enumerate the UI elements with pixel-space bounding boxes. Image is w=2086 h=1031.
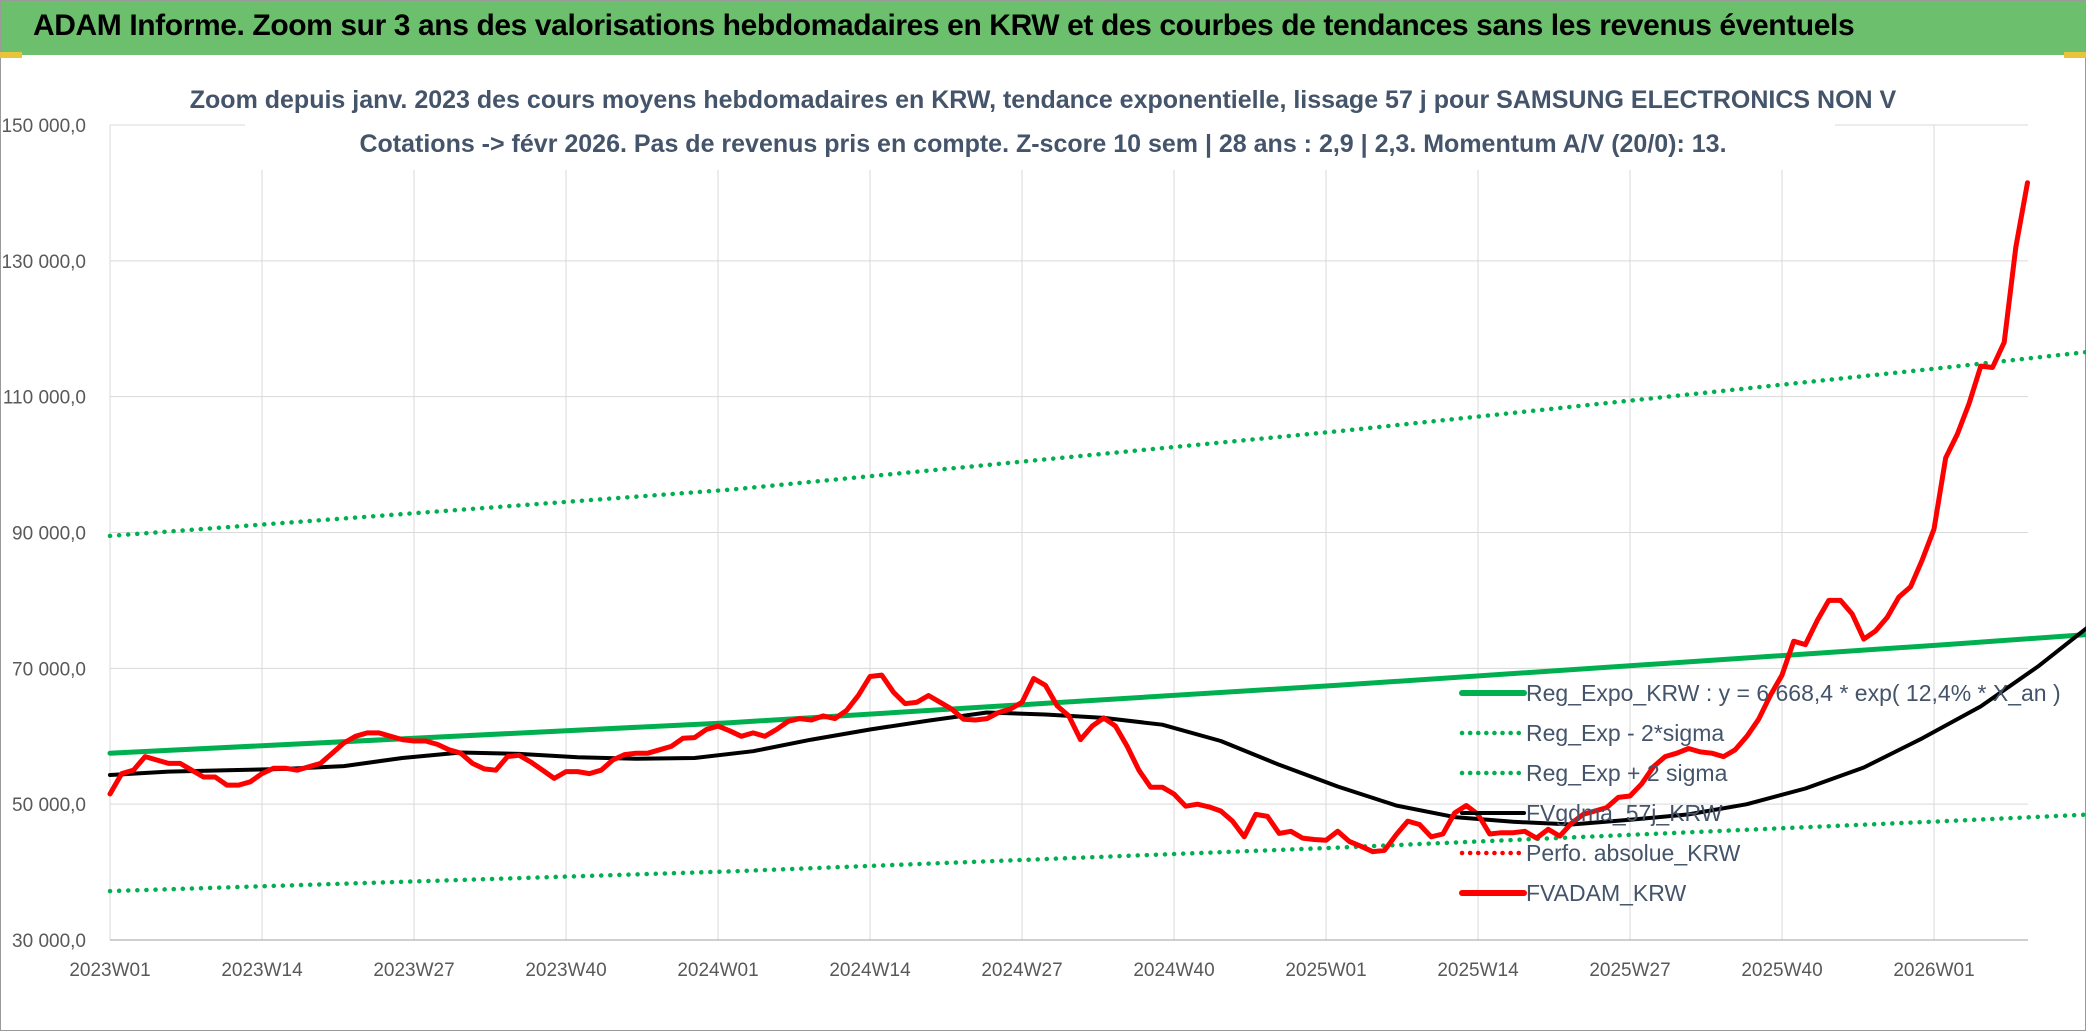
- chart-title: Zoom depuis janv. 2023 des cours moyens …: [190, 86, 1897, 114]
- x-tick-label: 2023W40: [525, 960, 606, 981]
- series-line-5: [107, 180, 2030, 855]
- y-tick-label: 70 000,0: [12, 659, 86, 680]
- series-line-1: [107, 812, 2086, 894]
- series-layer: [107, 180, 2086, 894]
- x-tick-label: 2025W01: [1285, 960, 1366, 981]
- axes: 30 000,0 50 000,0 70 000,0 90 000,0 110 000,…: [1, 116, 2028, 981]
- legend-label: Reg_Exp - 2*sigma: [1526, 720, 1724, 746]
- chart-titles: Zoom depuis janv. 2023 des cours moyens …: [190, 82, 1897, 170]
- x-tick-label: 2026W01: [1893, 960, 1974, 981]
- x-tick-label: 2025W14: [1437, 960, 1519, 981]
- report-title: ADAM Informe. Zoom sur 3 ans des valoris…: [33, 9, 1855, 42]
- x-tick-label: 2024W14: [829, 960, 911, 981]
- x-tick-label: 2023W27: [373, 960, 454, 981]
- x-tick-label: 2024W27: [981, 960, 1062, 981]
- header-banner: ADAM Informe. Zoom sur 3 ans des valoris…: [1, 1, 2085, 55]
- x-tick-label: 2023W14: [221, 960, 303, 981]
- subtitle-backdrop: [245, 82, 1835, 170]
- y-tick-label: 50 000,0: [12, 795, 86, 816]
- y-tick-label: 130 000,0: [1, 252, 86, 273]
- legend-label: Reg_Exp + 2 sigma: [1526, 760, 1728, 786]
- legend-label: FVADAM_KRW: [1526, 880, 1686, 906]
- chart-subtitle: Cotations -> févr 2026. Pas de revenus p…: [359, 130, 1726, 158]
- x-tick-label: 2025W27: [1589, 960, 1670, 981]
- x-tick-label: 2025W40: [1741, 960, 1822, 981]
- series-line-0: [107, 632, 2086, 756]
- series-line-2: [107, 349, 2086, 539]
- y-tick-label: 90 000,0: [12, 524, 86, 545]
- y-tick-label: 150 000,0: [1, 116, 86, 137]
- legend-label: FVgdma_57j_KRW: [1526, 800, 1723, 826]
- legend-label: Reg_Expo_KRW : y = 6 668,4 * exp( 12,4% …: [1526, 680, 2061, 706]
- x-tick-label: 2024W01: [677, 960, 758, 981]
- banner-corner-left: [0, 52, 22, 58]
- x-tick-label: 2023W01: [69, 960, 150, 981]
- series-line-3: [108, 626, 2086, 827]
- chart-legend: Reg_Expo_KRW : y = 6 668,4 * exp( 12,4% …: [1459, 680, 2061, 906]
- banner-corner-right: [2064, 52, 2086, 58]
- y-tick-label: 30 000,0: [12, 931, 86, 952]
- legend-label: Perfo. absolue_KRW: [1526, 840, 1741, 866]
- y-tick-label: 110 000,0: [3, 388, 86, 409]
- x-tick-label: 2024W40: [1133, 960, 1214, 981]
- grid-lines: [109, 124, 2028, 941]
